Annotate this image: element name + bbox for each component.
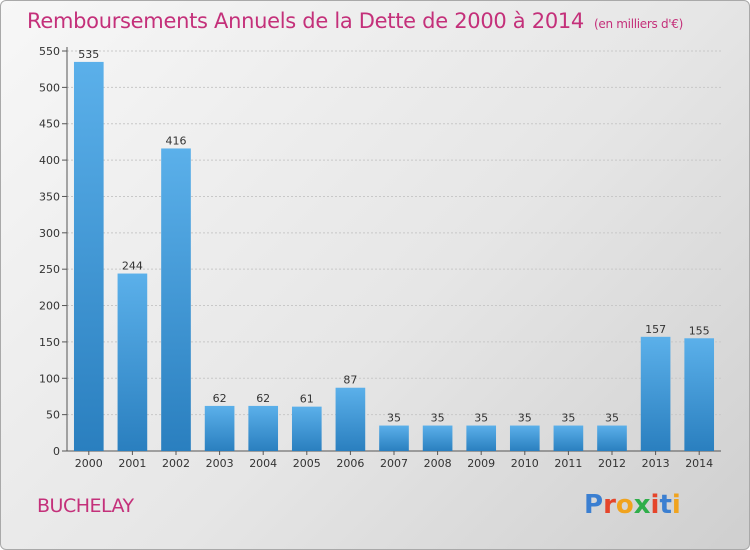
data-label: 35 [518,412,532,425]
logo-letter: i [650,490,660,520]
bar [509,425,540,451]
data-label: 416 [166,134,187,147]
bar [422,425,453,451]
bar [161,148,191,452]
x-tick-label: 2005 [293,457,321,470]
logo-letter: i [671,490,681,520]
logo-letter: o [615,490,634,520]
x-tick-label: 2009 [467,457,495,470]
bar [73,61,104,452]
bar [640,336,671,451]
data-label: 157 [645,323,666,336]
logo-letter: P [584,490,604,520]
x-tick-label: 2006 [336,457,364,470]
bar [466,425,497,451]
x-tick-label: 2000 [75,457,103,470]
data-label: 62 [256,392,270,405]
x-tick-label: 2008 [424,457,452,470]
x-tick-label: 2012 [598,457,626,470]
x-tick-label: 2004 [249,457,277,470]
x-tick-label: 2011 [554,457,582,470]
y-tick-label: 150 [39,336,60,349]
y-tick-label: 400 [39,154,60,167]
bar [291,406,322,451]
data-label: 35 [605,412,619,425]
y-tick-label: 200 [39,300,60,313]
x-tick-label: 2013 [642,457,670,470]
bar [597,425,627,451]
data-label: 35 [474,412,488,425]
y-tick-label: 250 [39,263,60,276]
y-tick-label: 300 [39,227,60,240]
bar [553,425,584,451]
y-tick-label: 450 [39,118,60,131]
proxiti-logo: Proxiti [584,490,681,520]
y-tick-label: 0 [53,445,60,458]
bar [379,425,409,451]
data-label: 244 [122,260,143,273]
unit-label: (en milliers d'€) [594,17,684,31]
data-label: 35 [431,412,445,425]
bar [117,273,148,451]
commune-name: BUCHELAY [37,495,134,517]
x-tick-label: 2002 [162,457,190,470]
x-tick-label: 2014 [685,457,713,470]
x-tick-label: 2001 [118,457,146,470]
data-label: 535 [78,48,99,61]
y-tick-label: 100 [39,372,60,385]
logo-letter: r [603,490,616,520]
chart-title: Remboursements Annuels de la Dette de 20… [27,9,683,33]
data-label: 155 [689,324,710,337]
y-tick-label: 550 [39,45,60,58]
data-label: 35 [561,412,575,425]
y-tick-label: 50 [46,409,60,422]
data-label: 87 [343,374,357,387]
bar [335,387,366,451]
y-tick-label: 500 [39,81,60,94]
x-tick-label: 2003 [206,457,234,470]
data-label: 61 [300,393,314,406]
data-label: 35 [387,412,401,425]
bar [204,405,235,451]
x-tick-label: 2007 [380,457,408,470]
bar [248,405,279,451]
data-label: 62 [213,392,227,405]
bar [684,338,715,451]
title-text: Remboursements Annuels de la Dette de 20… [27,9,584,33]
logo-letter: x [633,490,651,520]
logo-letter: t [659,490,672,520]
x-tick-label: 2010 [511,457,539,470]
y-tick-label: 350 [39,190,60,203]
